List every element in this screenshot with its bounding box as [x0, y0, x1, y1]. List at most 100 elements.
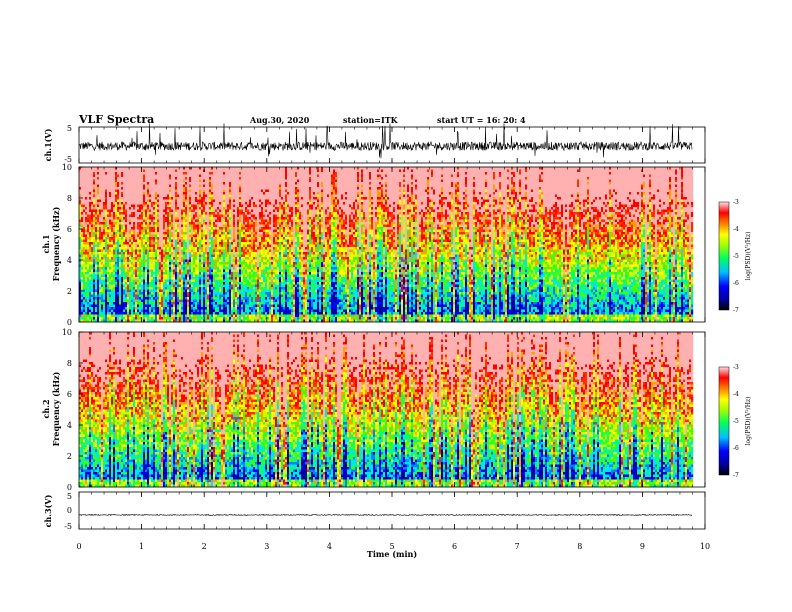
spec1-cell: [89, 197, 92, 200]
spec1-cell: [233, 214, 236, 218]
spec1-cell: [193, 187, 196, 190]
spec1-cell: [207, 219, 210, 223]
spec1-cell: [151, 167, 154, 170]
spec1-cell: [113, 247, 116, 250]
spec1-cell: [101, 204, 104, 208]
spec1-cell: [109, 192, 112, 195]
spec1-cell: [97, 199, 100, 203]
spec1-cell: [195, 177, 198, 180]
spec1-cell: [161, 202, 164, 205]
spec1-cell: [187, 307, 190, 310]
spec1-cell: [81, 239, 84, 243]
spec1-cell: [115, 297, 118, 300]
spec1-cell: [173, 287, 176, 290]
spec1-cell: [113, 172, 116, 175]
spec1-cell: [91, 287, 94, 290]
spec1-cell: [231, 247, 234, 250]
spec1-cell: [215, 207, 218, 210]
spec1-cell: [207, 249, 210, 253]
spec1-cell: [213, 274, 216, 278]
spec1-cell: [117, 219, 120, 223]
spec1-cell: [229, 174, 232, 178]
spec1-cell: [177, 254, 180, 258]
spec1-cell: [215, 309, 218, 313]
spec1-cell: [179, 204, 182, 208]
spec1-cell: [207, 272, 210, 275]
spec1-cell: [97, 259, 100, 263]
spec1-cell: [219, 272, 222, 275]
spec1-cell: [99, 222, 102, 225]
spec1-cell: [169, 284, 172, 288]
spec1-cell: [229, 292, 232, 295]
spec1-cell: [221, 179, 224, 183]
spec1-cell: [221, 187, 224, 190]
spec1-cell: [113, 297, 116, 300]
spec1-cell: [121, 189, 124, 193]
spec1-cell: [103, 267, 106, 270]
spec1-cell: [179, 237, 182, 240]
spec1-cell: [79, 212, 82, 215]
spec1-cell: [207, 197, 210, 200]
spec1-cell: [213, 227, 216, 230]
spec1-cell: [223, 299, 226, 303]
spec1-cell: [169, 227, 172, 230]
spec1-cell: [177, 302, 180, 305]
spec1-cell: [205, 169, 208, 173]
spec1-cell: [211, 222, 214, 225]
spec1-cell: [185, 204, 188, 208]
spec1-cell: [205, 224, 208, 228]
spec1-cell: [157, 224, 160, 228]
spec1-cell: [129, 187, 132, 190]
spec1-cell: [175, 309, 178, 313]
spec1-cell: [169, 249, 172, 253]
spec1-cell: [143, 314, 146, 318]
spec1-cell: [209, 167, 212, 170]
spec1-cell: [211, 244, 214, 248]
spec1-cell: [217, 219, 220, 223]
spec1-cell: [93, 314, 96, 318]
spec1-cell: [201, 212, 204, 215]
spec1-cell: [221, 217, 224, 220]
spec1-cell: [169, 274, 172, 278]
spec1-cell: [189, 267, 192, 270]
spec1-cell: [131, 274, 134, 278]
spec1-cell: [225, 179, 228, 183]
spec1-cell: [175, 284, 178, 288]
spec1-cell: [165, 264, 168, 268]
spec1-cell: [113, 307, 116, 310]
spec1-cell: [115, 194, 118, 198]
spec1-cell: [139, 232, 142, 235]
spec1-cell: [125, 174, 128, 178]
spec1-cell: [217, 257, 220, 260]
spec1-cell: [165, 179, 168, 183]
spec1-cell: [119, 204, 122, 208]
spec1-cell: [149, 174, 152, 178]
spec1-cell: [145, 222, 148, 225]
spec1-cell: [119, 187, 122, 190]
spec1-cell: [137, 292, 140, 295]
spec1-cell: [193, 272, 196, 275]
spec1-cell: [119, 174, 122, 178]
spec1-cell: [149, 319, 152, 323]
spec1-cell: [175, 279, 178, 283]
spec1-cell: [79, 184, 82, 188]
spec1-cell: [165, 279, 168, 283]
spec1-cell: [87, 167, 90, 170]
spec1-cell: [141, 222, 144, 225]
spec1-cell: [89, 284, 92, 288]
spec1-cell: [207, 262, 210, 265]
spec1-cell: [167, 242, 170, 245]
spec1-cell: [219, 304, 222, 308]
spec1-cell: [125, 172, 128, 175]
spec1-cell: [205, 247, 208, 250]
spec1-cell: [87, 267, 90, 270]
spec1-cell: [215, 197, 218, 200]
spec1-cell: [87, 209, 90, 213]
spec1-cell: [107, 219, 110, 223]
spec1-cell: [83, 319, 86, 323]
spec1-cell: [139, 197, 142, 200]
spec1-cell: [95, 214, 98, 218]
spec1-cell: [197, 269, 200, 273]
spec1-cell: [127, 244, 130, 248]
spec1-cell: [205, 274, 208, 278]
